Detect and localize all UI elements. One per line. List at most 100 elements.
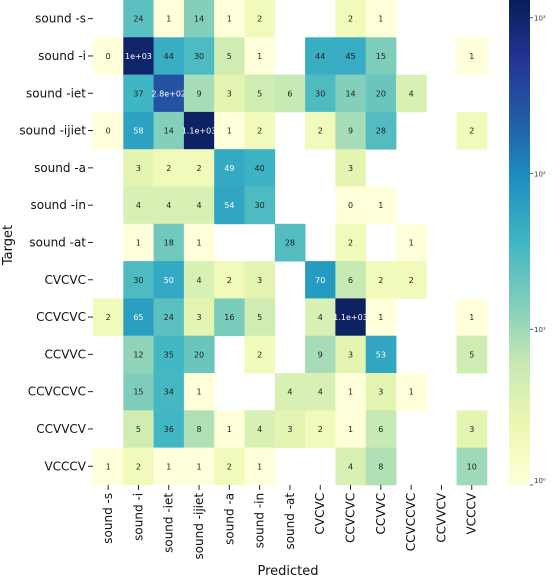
cell-value-label: 12 — [133, 350, 143, 359]
heatmap-cell — [335, 261, 367, 299]
cell-value-label: 53 — [376, 350, 386, 359]
x-tick-label: sound -at — [283, 493, 297, 550]
heatmap-cell — [183, 223, 215, 262]
cell-value-label: 4 — [197, 276, 202, 285]
cell-value-label: 6 — [287, 89, 292, 98]
x-axis-tick-labels: sound -s sound -i sound -iet sound -ijiet so… — [101, 484, 479, 560]
cell-value-label: 2 — [348, 15, 353, 24]
cell-value-label: 18 — [164, 238, 174, 247]
cell-value-label: 3 — [348, 164, 353, 173]
heatmap-cell — [456, 298, 488, 337]
cell-value-label: 20 — [194, 350, 204, 359]
cell-value-label: 3 — [348, 350, 353, 359]
colorbar-tick-label: 10¹ — [534, 326, 546, 334]
heatmap-cell — [305, 261, 336, 299]
heatmap-cell — [153, 373, 185, 411]
cell-value-label: 3 — [378, 388, 383, 397]
heatmap-cell — [335, 410, 367, 448]
cell-value-label: 35 — [164, 350, 174, 359]
heatmap-cell — [244, 186, 276, 225]
heatmap-cell — [123, 37, 154, 75]
heatmap-cell — [123, 186, 154, 225]
heatmap-cell — [214, 37, 245, 75]
x-tick-label: sound -a — [222, 493, 236, 545]
cell-value-label: 1 — [409, 238, 414, 247]
cell-value-label: 1e+03 — [125, 52, 152, 61]
cell-value-label: 3 — [469, 425, 474, 434]
heatmap-cell — [244, 410, 276, 448]
cell-value-label: 1 — [166, 462, 171, 471]
heatmap-cell — [153, 298, 185, 337]
heatmap-cell — [123, 0, 154, 38]
heatmap-cell — [214, 447, 245, 486]
cell-value-label: 4 — [197, 201, 202, 210]
cell-value-label: 0 — [106, 127, 111, 136]
heatmap-cell — [335, 149, 367, 187]
cell-value-label: 2 — [318, 127, 323, 136]
heatmap-cell — [153, 186, 185, 225]
heatmap-cell — [396, 373, 427, 411]
heatmap-cell — [153, 410, 185, 448]
colorbar — [509, 0, 530, 485]
cell-value-label: 3 — [197, 313, 202, 322]
cell-value-label: 40 — [255, 164, 265, 173]
cell-value-label: 58 — [133, 127, 143, 136]
heatmap-cell — [214, 410, 245, 448]
cell-value-label: 1 — [469, 52, 474, 61]
heatmap-cell — [274, 410, 306, 448]
heatmap-cell — [335, 373, 367, 411]
heatmap-cell — [365, 186, 397, 225]
cell-value-label: 30 — [133, 276, 143, 285]
heatmap-cell — [153, 223, 185, 262]
heatmap-cell — [244, 74, 276, 113]
y-tick-label: sound -iet — [26, 86, 86, 100]
heatmap-cell — [305, 335, 336, 374]
heatmap-cell — [456, 111, 488, 150]
heatmap-cell — [335, 74, 367, 113]
heatmap-cell — [153, 74, 185, 113]
y-tick-label: sound -a — [34, 161, 86, 175]
cell-value-label: 2 — [136, 462, 141, 471]
y-tick-label: CCVCCVC — [28, 385, 86, 399]
cell-value-label: 1 — [469, 313, 474, 322]
x-tick-label: sound -i — [131, 493, 145, 541]
cell-value-label: 2 — [378, 276, 383, 285]
heatmap-cell — [335, 37, 367, 75]
cell-value-label: 1 — [378, 313, 383, 322]
heatmap-cell — [244, 447, 276, 486]
heatmap-cell — [244, 111, 276, 150]
y-tick-label: CVCVC — [44, 273, 86, 287]
cell-value-label: 15 — [376, 52, 386, 61]
heatmap-cell — [123, 223, 154, 262]
heatmap-cell — [396, 261, 427, 299]
cell-value-label: 54 — [224, 201, 234, 210]
heatmap-cell — [183, 37, 215, 75]
heatmap-cell — [365, 74, 397, 113]
heatmap-cell — [456, 447, 488, 486]
cell-value-label: 30 — [315, 89, 325, 98]
heatmap-cell — [183, 447, 215, 486]
cell-value-label: 2 — [318, 425, 323, 434]
cell-value-label: 1 — [136, 238, 141, 247]
cell-value-label: 3 — [287, 425, 292, 434]
heatmap-cell — [335, 186, 367, 225]
x-tick-label: CCVVC — [374, 493, 388, 535]
heatmap-cell — [183, 0, 215, 38]
heatmap-cell — [305, 373, 336, 411]
cell-value-label: 4 — [348, 462, 353, 471]
cell-value-label: 4 — [287, 388, 292, 397]
heatmap-cell — [123, 298, 154, 337]
heatmap-cell — [244, 261, 276, 299]
y-tick-label: sound -s — [35, 12, 86, 26]
cell-value-label: 30 — [194, 52, 204, 61]
heatmap-cell — [123, 74, 154, 113]
heatmap-cell — [456, 410, 488, 448]
cell-value-label: 1 — [348, 425, 353, 434]
y-axis-title: Target — [1, 225, 16, 266]
heatmap-cell — [183, 74, 215, 113]
x-tick-label: CCVCVC — [344, 493, 358, 543]
cell-value-label: 1.1e+03 — [333, 313, 368, 322]
cell-value-label: 9 — [348, 127, 353, 136]
heatmap-cell — [244, 37, 276, 75]
